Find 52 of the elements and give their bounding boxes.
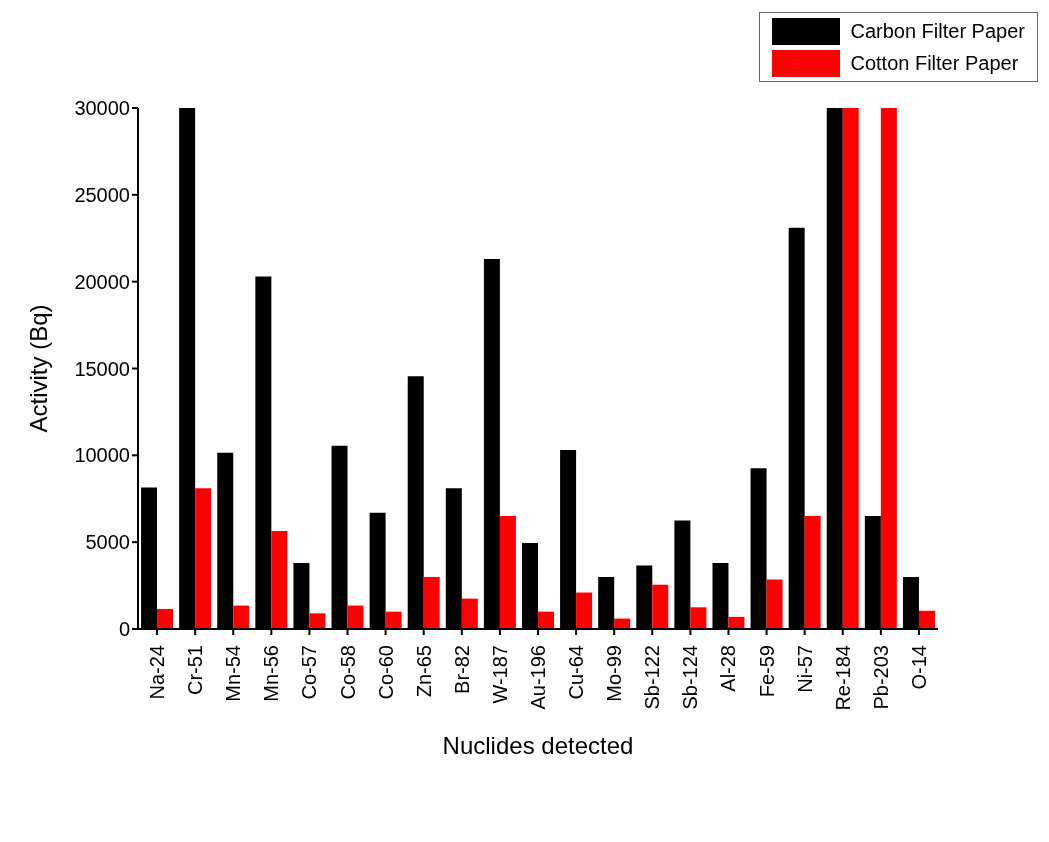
- y-tick-label: 0: [118, 618, 130, 641]
- x-tick-label: Mo-99: [603, 645, 626, 702]
- bar: [309, 613, 326, 629]
- bar: [233, 605, 250, 629]
- x-tick-label: Mn-54: [222, 645, 245, 702]
- x-tick-label: Re-184: [831, 645, 854, 711]
- x-tick-label: Mn-56: [260, 645, 283, 702]
- x-tick-label: Na-24: [146, 645, 169, 700]
- y-tick-label: 15000: [74, 357, 130, 380]
- x-tick-label: O-14: [907, 645, 930, 690]
- x-tick-label: Co-57: [298, 645, 321, 700]
- y-tick-label: 25000: [74, 183, 130, 206]
- bar: [538, 611, 554, 629]
- x-tick-label: Cr-51: [184, 645, 207, 696]
- bar: [347, 605, 364, 629]
- y-tick-label: 30000: [74, 97, 130, 120]
- bar: [271, 530, 288, 629]
- x-tick-label: Co-60: [374, 645, 397, 700]
- bar: [690, 607, 707, 629]
- bar: [385, 611, 402, 629]
- x-tick-label: Zn-65: [412, 645, 435, 698]
- x-tick-label: Au-196: [527, 645, 549, 710]
- x-tick-label: Sb-122: [641, 645, 664, 710]
- x-tick-label: Sb-124: [679, 645, 702, 710]
- legend-label: Carbon Filter Paper: [850, 19, 1025, 43]
- x-tick-label: Al-28: [717, 645, 740, 692]
- y-tick-label: 20000: [74, 270, 130, 293]
- y-tick-label: 10000: [74, 444, 130, 467]
- bar: [842, 108, 859, 629]
- x-tick-label: Ni-57: [793, 645, 816, 693]
- bar: [499, 516, 516, 629]
- bar: [423, 576, 440, 629]
- bar: [804, 516, 821, 629]
- bar: [157, 609, 174, 629]
- legend-label: Cotton Filter Paper: [850, 51, 1019, 75]
- bar: [576, 592, 593, 629]
- x-tick-label: Fe-59: [755, 645, 778, 698]
- x-tick-label: W-187: [488, 645, 511, 704]
- bar: [195, 488, 212, 629]
- x-axis-title: Nuclides detected: [442, 732, 634, 759]
- bar: [461, 598, 478, 629]
- x-tick-label: Co-58: [336, 645, 359, 700]
- bar: [652, 584, 669, 629]
- bar: [918, 610, 935, 629]
- bar: [728, 616, 745, 629]
- x-tick-label: Cu-64: [565, 645, 588, 700]
- bar: [766, 579, 783, 629]
- bar: [880, 108, 897, 629]
- x-tick-label: Pb-203: [869, 645, 892, 710]
- y-axis-title: Activity (Bq): [24, 304, 52, 433]
- y-tick-label: 5000: [85, 531, 130, 554]
- x-tick-label: Br-82: [450, 645, 473, 694]
